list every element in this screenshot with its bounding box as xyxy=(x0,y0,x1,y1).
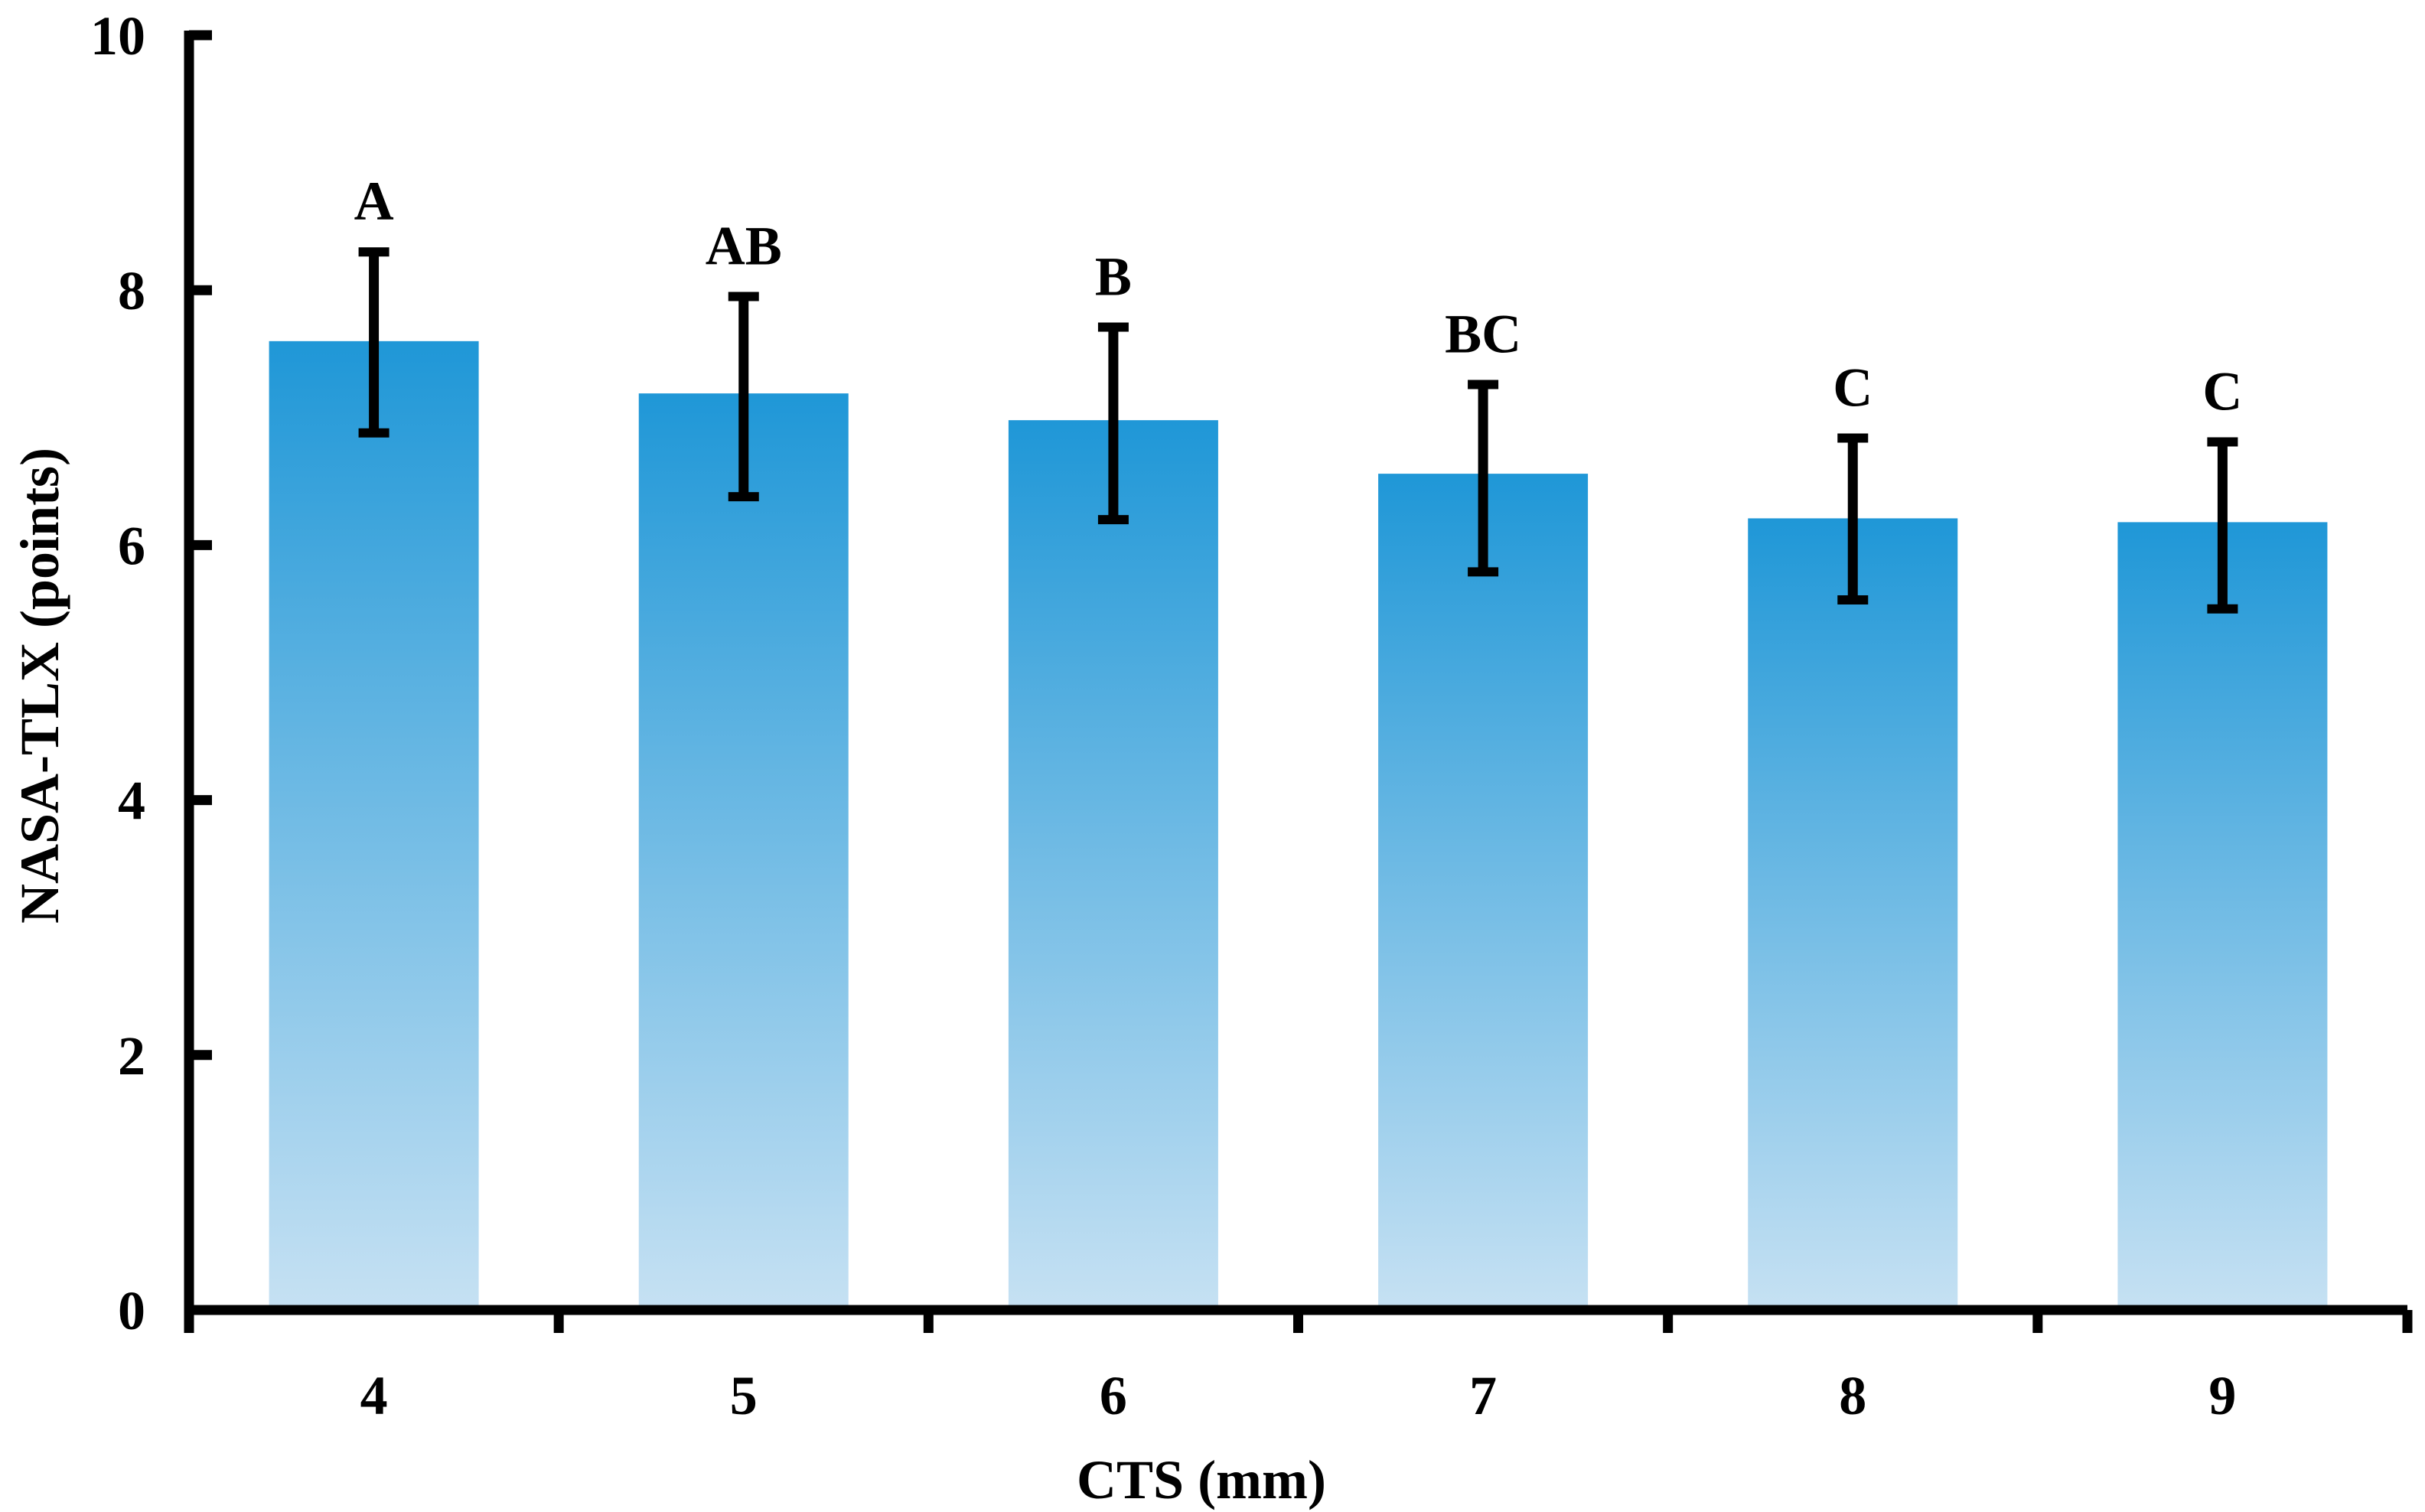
y-tick-label-2: 2 xyxy=(118,1025,145,1087)
group-label-4: A xyxy=(354,171,394,232)
y-axis-title: NASA-TLX (points) xyxy=(9,448,70,924)
x-tick-label-9: 9 xyxy=(2208,1365,2236,1426)
bar-5 xyxy=(638,393,849,1310)
group-label-5: AB xyxy=(706,216,782,277)
x-tick-label-7: 7 xyxy=(1469,1365,1497,1426)
bar-8 xyxy=(1748,518,1958,1310)
error-bar-6 xyxy=(1097,322,1129,525)
group-labels: A AB B BC C C xyxy=(354,171,2243,422)
error-bars xyxy=(358,247,2238,614)
group-label-6: B xyxy=(1095,246,1132,308)
y-tick-label-6: 6 xyxy=(118,515,145,576)
y-tick-label-8: 8 xyxy=(118,260,145,321)
bar-7 xyxy=(1378,474,1589,1310)
axes xyxy=(184,30,2413,1333)
x-tick-label-8: 8 xyxy=(1839,1365,1866,1426)
bar-4 xyxy=(269,341,479,1311)
x-axis-title: CTS (mm) xyxy=(1077,1449,1326,1510)
x-tick-label-4: 4 xyxy=(360,1365,388,1426)
x-tick-label-6: 6 xyxy=(1100,1365,1127,1426)
group-label-7: BC xyxy=(1445,303,1521,364)
y-tick-label-4: 4 xyxy=(118,771,145,832)
error-bar-5 xyxy=(728,292,759,502)
bar-9 xyxy=(2117,522,2328,1310)
x-tick-label-5: 5 xyxy=(730,1365,758,1426)
y-tick-label-10: 10 xyxy=(90,5,145,67)
tick-labels: 4 5 6 7 8 9 0 2 4 6 8 10 xyxy=(90,5,2236,1426)
y-tick-label-0: 0 xyxy=(118,1280,145,1341)
bar-6 xyxy=(1008,420,1218,1310)
error-bar-7 xyxy=(1468,380,1499,577)
bars xyxy=(269,341,2328,1311)
error-bar-4 xyxy=(358,247,389,438)
group-label-9: C xyxy=(2202,360,2242,422)
group-label-8: C xyxy=(1833,357,1873,418)
error-bar-8 xyxy=(1837,433,1869,605)
error-bar-9 xyxy=(2207,437,2238,614)
